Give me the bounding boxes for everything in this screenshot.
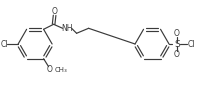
Text: Cl: Cl (187, 39, 195, 49)
Text: O: O (174, 28, 180, 38)
Text: NH: NH (61, 24, 72, 33)
Text: O: O (174, 50, 180, 60)
Text: O: O (47, 65, 52, 74)
Text: S: S (174, 39, 180, 49)
Text: CH₃: CH₃ (55, 67, 67, 73)
Text: Cl: Cl (0, 39, 8, 49)
Text: O: O (52, 7, 58, 16)
